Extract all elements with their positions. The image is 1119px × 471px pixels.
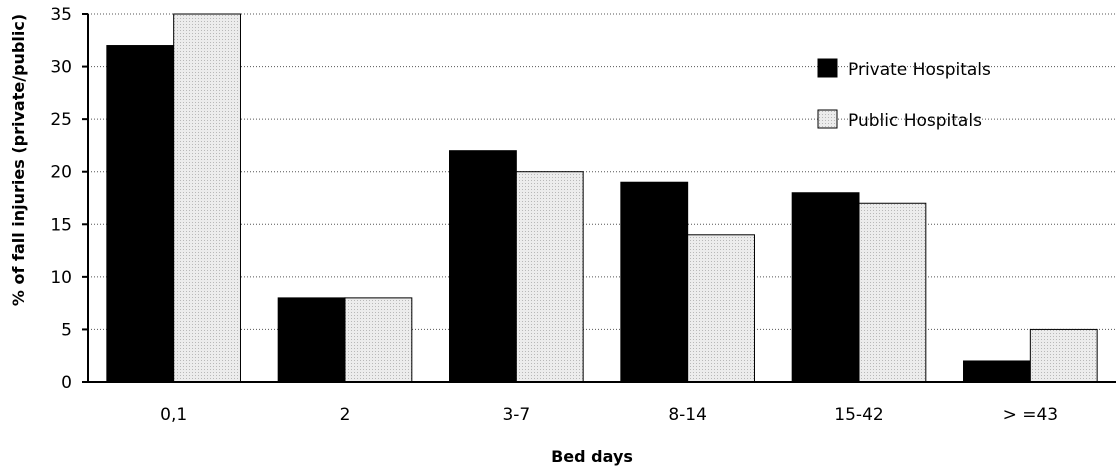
y-tick-label: 0 [61,373,72,393]
legend-label-public: Public Hospitals [848,111,982,131]
bar-private-2 [449,150,517,383]
x-tick-label: 3-7 [502,405,530,425]
bar-private-0 [106,45,175,383]
x-tick-label: 8-14 [668,405,707,425]
bar-public-0 [173,13,241,383]
x-tick-label: 0,1 [160,405,187,425]
x-tick-label: > =43 [1003,405,1059,425]
y-tick-label: 10 [50,268,72,288]
y-tick-label: 15 [50,215,72,235]
y-tick-label: 30 [50,58,72,78]
axes [87,14,1116,383]
bar-public-2 [515,171,584,383]
legend-label-private: Private Hospitals [848,60,991,80]
bar-public-4 [858,202,927,383]
x-tick-label: 2 [340,405,351,425]
bar-public-3 [687,234,755,383]
y-tick-label: 20 [50,163,72,183]
bar-private-3 [620,181,689,383]
y-tick-label: 25 [50,110,72,130]
bars [106,13,1098,383]
ticks: 0 5 10 15 20 25 30 35 0,1 2 3-7 8-14 15-42 > =43 [50,5,1058,425]
bar-private-4 [791,192,860,383]
legend: Private Hospitals Public Hospitals [817,58,991,131]
gridlines [88,13,1116,330]
x-axis-title: Bed days [551,447,633,466]
bar-private-5 [963,360,1031,383]
y-tick-label: 35 [50,5,72,25]
bar-public-1 [344,297,413,383]
bar-private-1 [277,297,346,383]
y-axis-title: % of fall injuries (private/public) [9,14,28,306]
y-tick-label: 5 [61,320,72,340]
legend-swatch-public [817,109,838,129]
legend-swatch-private [817,58,838,78]
bar-public-5 [1029,328,1098,383]
x-tick-label: 15-42 [834,405,883,425]
